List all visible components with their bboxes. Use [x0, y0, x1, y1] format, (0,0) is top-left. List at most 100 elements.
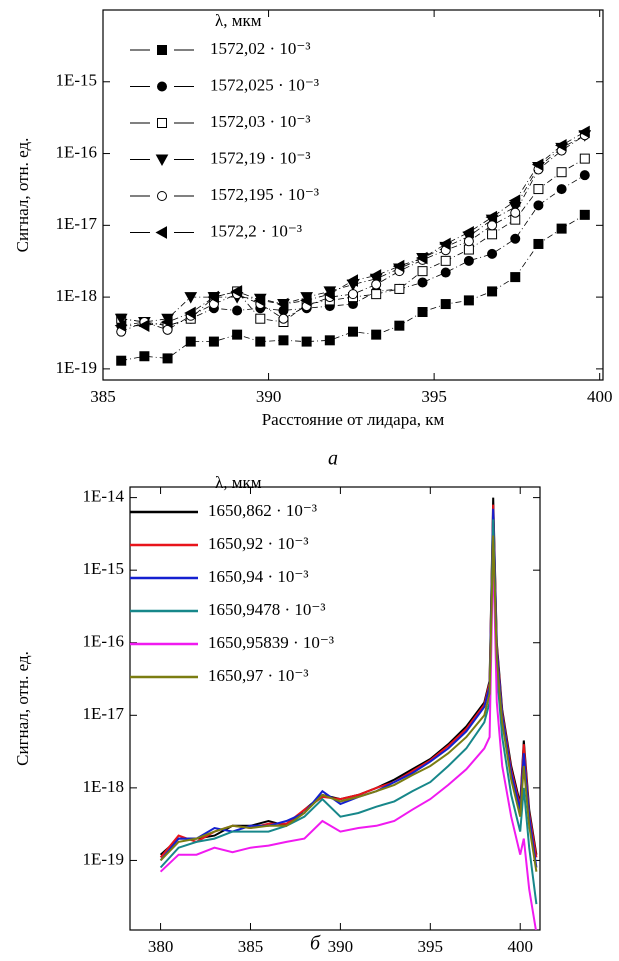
marker-triangle	[161, 315, 173, 329]
marker-circle	[487, 220, 498, 231]
marker-square	[208, 336, 219, 347]
legend-label: 1650,92 · 10⁻³	[208, 534, 308, 553]
x-axis-label: Расстояние от лидара, км	[244, 960, 427, 961]
caption: б	[310, 933, 321, 955]
legend-label: 1572,03 · 10⁻³	[210, 112, 310, 131]
x-tick-label: 395	[418, 937, 444, 956]
marker-square	[579, 153, 590, 164]
marker-square	[348, 326, 358, 337]
x-tick-label: 380	[148, 937, 174, 956]
marker-circle	[440, 267, 451, 278]
marker-circle	[157, 191, 167, 201]
marker-square	[324, 335, 335, 346]
marker-circle	[232, 305, 243, 316]
x-tick-label: 390	[328, 937, 354, 956]
marker-triangle	[508, 194, 521, 208]
marker-square	[139, 351, 150, 362]
marker-circle	[510, 207, 521, 218]
marker-circle	[278, 313, 289, 324]
legend-title: λ, мкм	[215, 473, 262, 492]
legend-label: 1572,19 · 10⁻³	[210, 148, 310, 167]
marker-triangle	[155, 226, 167, 239]
marker-square	[278, 335, 289, 346]
y-tick-label: 1E-18	[82, 777, 124, 796]
y-tick-label: 1E-15	[82, 559, 124, 578]
marker-triangle	[531, 158, 544, 172]
series-line	[121, 134, 585, 323]
marker-square	[371, 329, 382, 340]
marker-square	[487, 286, 498, 297]
marker-triangle	[114, 313, 128, 326]
series-line	[121, 214, 586, 362]
x-axis-label: Расстояние от лидара, км	[262, 410, 445, 429]
marker-square	[301, 336, 312, 347]
marker-triangle	[207, 290, 219, 304]
series-line	[159, 535, 538, 872]
marker-square	[463, 295, 474, 306]
marker-square	[417, 307, 428, 318]
marker-square	[417, 266, 428, 277]
legend-label: 1572,195 · 10⁻³	[210, 185, 319, 204]
marker-triangle	[114, 319, 127, 333]
y-tick-label: 1E-17	[55, 214, 97, 233]
marker-circle	[579, 170, 590, 181]
marker-circle	[463, 255, 474, 266]
legend-label: 1650,9478 · 10⁻³	[208, 600, 325, 619]
marker-triangle	[184, 306, 196, 320]
legend-label: 1572,025 · 10⁻³	[210, 75, 319, 94]
marker-square	[232, 329, 243, 340]
marker-triangle	[253, 294, 266, 307]
marker-square	[394, 320, 405, 331]
marker-square	[255, 313, 266, 324]
marker-circle	[510, 233, 521, 244]
marker-circle	[417, 277, 428, 288]
marker-square	[533, 184, 544, 195]
marker-triangle	[439, 237, 451, 251]
marker-triangle	[462, 225, 474, 239]
marker-triangle	[323, 287, 335, 301]
marker-square	[463, 244, 474, 255]
marker-triangle	[300, 294, 312, 307]
legend-label: 1650,97 · 10⁻³	[208, 666, 308, 685]
marker-triangle	[230, 285, 243, 298]
marker-circle	[533, 200, 544, 211]
marker-triangle	[392, 259, 405, 273]
x-tick-label: 385	[238, 937, 264, 956]
marker-square	[157, 45, 167, 55]
marker-square	[440, 255, 451, 266]
y-tick-label: 1E-19	[55, 358, 97, 377]
marker-triangle	[369, 269, 382, 282]
legend-label: 1650,862 · 10⁻³	[208, 501, 317, 520]
marker-square	[394, 283, 405, 294]
legend-title: λ, мкм	[215, 11, 262, 30]
marker-triangle	[415, 251, 428, 265]
marker-circle	[463, 236, 474, 247]
marker-triangle	[346, 274, 358, 287]
marker-square	[116, 355, 127, 366]
marker-square	[556, 223, 567, 234]
marker-triangle	[578, 125, 590, 139]
plot-frame	[129, 486, 541, 931]
x-tick-label: 385	[90, 387, 116, 406]
marker-triangle	[137, 319, 150, 333]
y-tick-label: 1E-16	[82, 632, 124, 651]
series-line	[159, 508, 538, 868]
x-tick-label: 400	[507, 937, 533, 956]
marker-triangle	[184, 292, 198, 304]
y-tick-label: 1E-17	[82, 704, 124, 723]
x-tick-label: 390	[256, 387, 282, 406]
y-tick-label: 1E-19	[82, 849, 124, 868]
marker-square	[487, 229, 498, 240]
marker-square	[556, 167, 567, 178]
y-tick-label: 1E-15	[55, 71, 97, 90]
marker-circle	[157, 81, 167, 92]
y-axis-label: Сигнал, отн. ед.	[13, 651, 32, 766]
y-axis-label: Сигнал, отн. ед.	[13, 138, 32, 253]
marker-triangle	[155, 154, 169, 167]
marker-square	[510, 272, 521, 283]
legend-label: 1650,94 · 10⁻³	[208, 567, 308, 586]
marker-triangle	[276, 297, 289, 311]
marker-triangle	[485, 210, 498, 224]
